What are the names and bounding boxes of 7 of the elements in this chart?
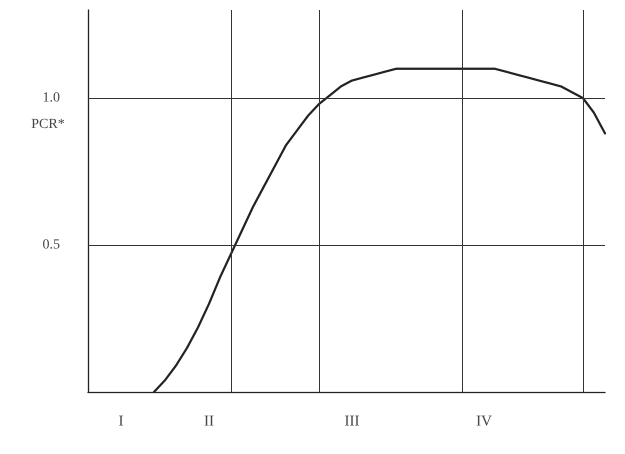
x-tick-label: I [118,414,124,430]
x-tick-label: II [204,414,214,430]
y-tick-label: 1.0 [42,90,60,106]
x-tick-label: IV [476,414,492,430]
y-axis-title: PCR* [31,117,65,132]
y-tick-label: 0.5 [42,238,60,253]
x-tick-label: III [344,414,360,430]
